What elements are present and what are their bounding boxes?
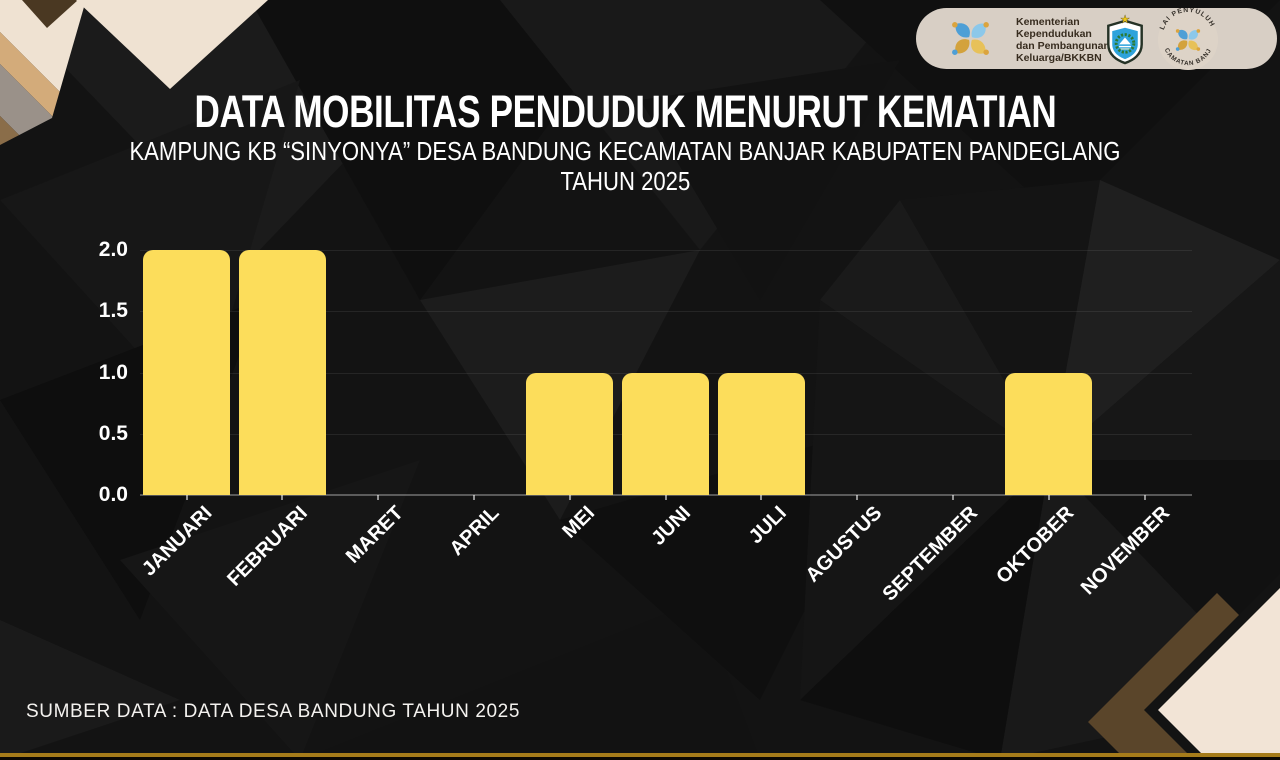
bar-juni [622, 372, 709, 495]
bar-februari [238, 250, 326, 495]
page-title-text: DATA MOBILITAS PENDUDUK MENURUT KEMATIAN [194, 86, 1056, 137]
x-tick-juni [664, 495, 667, 500]
bkkbn-wordmark-line: Kependudukan [1016, 28, 1092, 40]
bkkbn-wordmark-line: dan Pembangunan [1016, 40, 1110, 52]
x-axis-label-juli: JULI [744, 502, 791, 549]
bkkbn-wordmark: Kementerian Kependudukan dan Pembangunan… [1016, 16, 1110, 64]
x-tick-november [1143, 495, 1146, 500]
page-subtitle-year: TAHUN 2025 [0, 166, 1250, 197]
x-axis-label-april: APRIL [445, 502, 504, 560]
x-axis-label-juni: JUNI [647, 502, 696, 550]
page-subtitle-year-text: TAHUN 2025 [560, 166, 690, 196]
x-axis-label-oktober: OKTOBER [992, 502, 1079, 589]
x-tick-juli [760, 495, 763, 500]
x-axis-label-februari: FEBRUARI [223, 502, 312, 591]
x-axis-label-mei: MEI [558, 502, 600, 543]
x-tick-oktober [1047, 495, 1050, 500]
x-tick-september [951, 495, 954, 500]
x-axis-label-maret: MARET [341, 502, 408, 568]
bkkbn-wordmark-line: Keluarga/BKKBN [1016, 52, 1102, 64]
page-title: DATA MOBILITAS PENDUDUK MENURUT KEMATIAN [0, 86, 1250, 138]
x-tick-mei [568, 495, 571, 500]
y-axis-label-0.0: 0.0 [98, 483, 128, 506]
bar-juli [717, 372, 805, 495]
x-axis-label-januari: JANUARI [137, 502, 217, 581]
y-axis-label-0.5: 0.5 [98, 421, 128, 445]
y-axis-label-2.0: 2.0 [98, 238, 128, 261]
x-tick-agustus [856, 495, 859, 500]
bar-oktober [1005, 372, 1093, 495]
y-axis-label-1.5: 1.5 [98, 299, 128, 323]
x-axis-label-agustus: AGUSTUS [801, 502, 887, 587]
bar-januari [143, 250, 230, 495]
pandeglang-crest-icon: ★ [1107, 14, 1143, 65]
source-text: SUMBER DATA : DATA DESA BANDUNG TAHUN 20… [26, 701, 520, 722]
logo-pill: Kementerian Kependudukan dan Pembangunan… [916, 8, 1277, 71]
y-axis-label-1.0: 1.0 [98, 360, 128, 384]
gridline-1.5 [140, 311, 1192, 313]
x-axis-label-september: SEPTEMBER [878, 502, 983, 606]
x-tick-februari [281, 495, 284, 500]
page-subtitle: KAMPUNG KB “SINYONYA” DESA BANDUNG KECAM… [0, 136, 1250, 167]
svg-text:★: ★ [1120, 14, 1130, 26]
x-axis-label-november: NOVEMBER [1076, 502, 1175, 600]
gridline-2.0 [140, 250, 1192, 251]
bkkbn-wordmark-line: Kementerian [1016, 16, 1080, 28]
x-tick-maret [377, 495, 380, 500]
balai-penyuluh-kb-badge-icon: BALAI PENYULUH KB KECAMATAN BANJAR [1156, 8, 1219, 71]
x-tick-april [472, 495, 475, 500]
bar-mei [526, 372, 614, 495]
page-subtitle-text: KAMPUNG KB “SINYONYA” DESA BANDUNG KECAM… [129, 136, 1121, 166]
x-tick-januari [185, 495, 188, 500]
